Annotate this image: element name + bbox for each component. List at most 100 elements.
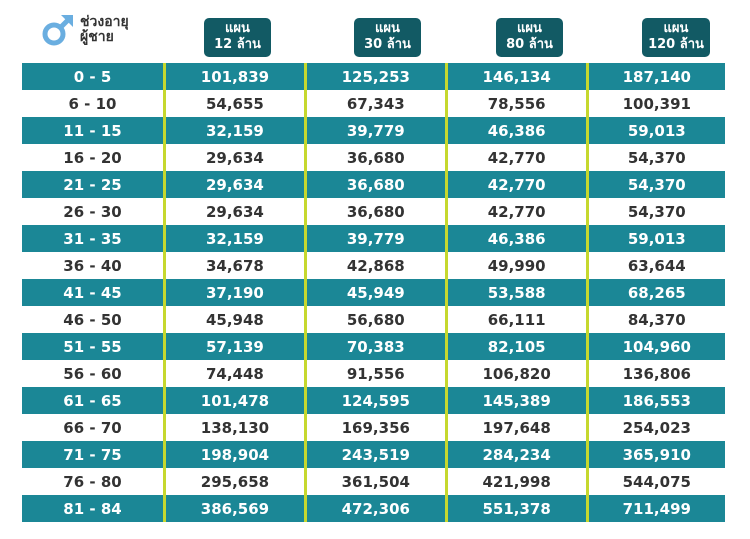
premium-80m-cell: 551,378 <box>444 495 588 522</box>
plan-label: แผน <box>375 21 400 36</box>
premium-table: 0 - 5 101,839 125,253 146,134 187,140 6 - 10 5… <box>22 63 725 522</box>
premium-80m-cell: 66,111 <box>444 306 588 333</box>
premium-30m-cell: 125,253 <box>303 63 447 90</box>
premium-80m-cell: 284,234 <box>444 441 588 468</box>
premium-12m-cell: 198,904 <box>163 441 306 468</box>
premium-80m-cell: 82,105 <box>444 333 588 360</box>
premium-80m-cell: 197,648 <box>444 414 588 441</box>
premium-80m-cell: 46,386 <box>444 225 588 252</box>
age-range-cell: 11 - 15 <box>22 117 165 144</box>
plan-header-12m: แผน 12 ล้าน <box>204 18 271 57</box>
premium-120m-cell: 365,910 <box>585 441 725 468</box>
plan-label: แผน <box>663 21 689 36</box>
age-range-cell: 51 - 55 <box>22 333 165 360</box>
premium-30m-cell: 42,868 <box>303 252 447 279</box>
premium-80m-cell: 106,820 <box>444 360 588 387</box>
plan-amount: 12 ล้าน <box>214 37 261 52</box>
premium-30m-cell: 45,949 <box>303 279 447 306</box>
premium-30m-cell: 169,356 <box>303 414 447 441</box>
table-row: 26 - 30 29,634 36,680 42,770 54,370 <box>22 198 725 225</box>
table-header: ช่วงอายุ ผู้ชาย แผน 12 ล้าน แผน 30 ล้าน แผน… <box>0 0 750 62</box>
premium-30m-cell: 243,519 <box>303 441 447 468</box>
premium-12m-cell: 54,655 <box>163 90 306 117</box>
premium-120m-cell: 54,370 <box>585 144 725 171</box>
premium-120m-cell: 186,553 <box>585 387 725 414</box>
premium-12m-cell: 29,634 <box>163 171 306 198</box>
premium-120m-cell: 54,370 <box>585 198 725 225</box>
premium-30m-cell: 70,383 <box>303 333 447 360</box>
premium-80m-cell: 46,386 <box>444 117 588 144</box>
premium-12m-cell: 138,130 <box>163 414 306 441</box>
age-range-cell: 26 - 30 <box>63 202 122 221</box>
premium-120m-cell: 187,140 <box>585 63 725 90</box>
plan-amount: 120 ล้าน <box>648 37 704 52</box>
premium-30m-cell: 91,556 <box>303 360 447 387</box>
age-range-title: ช่วงอายุ <box>80 14 129 30</box>
premium-12m-cell: 101,839 <box>163 63 306 90</box>
table-row: 46 - 50 45,948 56,680 66,111 84,370 <box>22 306 725 333</box>
table-row: 56 - 60 74,448 91,556 106,820 136,806 <box>22 360 725 387</box>
premium-30m-cell: 36,680 <box>303 198 447 225</box>
age-range-cell: 16 - 20 <box>63 148 122 167</box>
premium-12m-cell: 32,159 <box>163 117 306 144</box>
age-range-cell: 76 - 80 <box>63 472 122 491</box>
premium-120m-cell: 63,644 <box>585 252 725 279</box>
table-row: 51 - 55 57,139 70,383 82,105 104,960 <box>22 333 725 360</box>
premium-30m-cell: 124,595 <box>303 387 447 414</box>
premium-12m-cell: 29,634 <box>163 198 306 225</box>
premium-120m-cell: 136,806 <box>585 360 725 387</box>
age-range-cell: 41 - 45 <box>22 279 165 306</box>
male-symbol-icon <box>42 15 73 46</box>
premium-30m-cell: 36,680 <box>303 144 447 171</box>
premium-12m-cell: 74,448 <box>163 360 306 387</box>
premium-30m-cell: 39,779 <box>303 225 447 252</box>
premium-80m-cell: 42,770 <box>444 144 588 171</box>
premium-12m-cell: 101,478 <box>163 387 306 414</box>
premium-12m-cell: 37,190 <box>163 279 306 306</box>
male-label: ผู้ชาย <box>80 29 114 45</box>
premium-80m-cell: 53,588 <box>444 279 588 306</box>
premium-80m-cell: 42,770 <box>444 198 588 225</box>
plan-header-120m: แผน 120 ล้าน <box>642 18 710 57</box>
plan-amount: 80 ล้าน <box>506 37 553 52</box>
premium-120m-cell: 54,370 <box>585 171 725 198</box>
table-row: 61 - 65 101,478 124,595 145,389 186,553 <box>22 387 725 414</box>
premium-30m-cell: 56,680 <box>303 306 447 333</box>
table-row: 41 - 45 37,190 45,949 53,588 68,265 <box>22 279 725 306</box>
premium-80m-cell: 49,990 <box>444 252 588 279</box>
premium-120m-cell: 68,265 <box>585 279 725 306</box>
age-range-cell: 66 - 70 <box>63 418 122 437</box>
premium-80m-cell: 145,389 <box>444 387 588 414</box>
table-row: 81 - 84 386,569 472,306 551,378 711,499 <box>22 495 725 522</box>
age-range-header: ช่วงอายุ ผู้ชาย <box>40 12 129 48</box>
age-range-cell: 71 - 75 <box>22 441 165 468</box>
table-row: 11 - 15 32,159 39,779 46,386 59,013 <box>22 117 725 144</box>
plan-header-30m: แผน 30 ล้าน <box>354 18 421 57</box>
plan-label: แผน <box>517 21 542 36</box>
premium-12m-cell: 34,678 <box>163 252 306 279</box>
premium-30m-cell: 39,779 <box>303 117 447 144</box>
table-row: 21 - 25 29,634 36,680 42,770 54,370 <box>22 171 725 198</box>
premium-80m-cell: 78,556 <box>444 90 588 117</box>
premium-30m-cell: 67,343 <box>303 90 447 117</box>
premium-12m-cell: 386,569 <box>163 495 306 522</box>
age-range-cell: 31 - 35 <box>22 225 165 252</box>
premium-30m-cell: 472,306 <box>303 495 447 522</box>
premium-30m-cell: 36,680 <box>303 171 447 198</box>
premium-12m-cell: 32,159 <box>163 225 306 252</box>
table-row: 31 - 35 32,159 39,779 46,386 59,013 <box>22 225 725 252</box>
plan-header-80m: แผน 80 ล้าน <box>496 18 563 57</box>
premium-30m-cell: 361,504 <box>303 468 447 495</box>
premium-120m-cell: 84,370 <box>585 306 725 333</box>
table-row: 0 - 5 101,839 125,253 146,134 187,140 <box>22 63 725 90</box>
premium-120m-cell: 254,023 <box>585 414 725 441</box>
premium-120m-cell: 544,075 <box>585 468 725 495</box>
age-range-cell: 0 - 5 <box>22 63 165 90</box>
premium-80m-cell: 421,998 <box>444 468 588 495</box>
table-row: 66 - 70 138,130 169,356 197,648 254,023 <box>22 414 725 441</box>
table-row: 76 - 80 295,658 361,504 421,998 544,075 <box>22 468 725 495</box>
premium-120m-cell: 711,499 <box>585 495 725 522</box>
age-range-cell: 56 - 60 <box>63 364 122 383</box>
premium-12m-cell: 57,139 <box>163 333 306 360</box>
table-row: 71 - 75 198,904 243,519 284,234 365,910 <box>22 441 725 468</box>
